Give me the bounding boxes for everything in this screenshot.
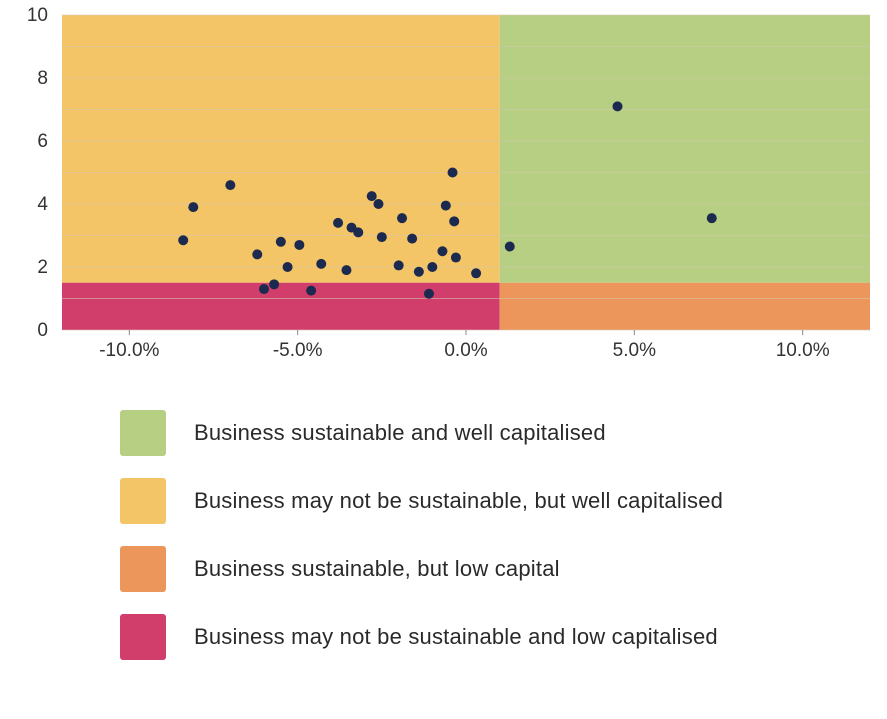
data-point	[424, 289, 434, 299]
x-tick-label: 0.0%	[444, 340, 487, 361]
data-point	[283, 262, 293, 272]
data-point	[613, 101, 623, 111]
legend-swatch	[120, 614, 166, 660]
data-point	[437, 246, 447, 256]
legend-item: Business may not be sustainable, but wel…	[120, 478, 723, 524]
y-tick-label: 4	[37, 194, 48, 215]
x-tick-label: 10.0%	[776, 340, 830, 361]
data-point	[178, 235, 188, 245]
data-point	[707, 213, 717, 223]
legend-label: Business may not be sustainable and low …	[194, 624, 718, 650]
data-point	[373, 199, 383, 209]
legend-swatch	[120, 546, 166, 592]
data-point	[294, 240, 304, 250]
y-tick-label: 10	[27, 5, 48, 26]
x-tick-label: 5.0%	[613, 340, 656, 361]
data-point	[441, 201, 451, 211]
data-point	[367, 191, 377, 201]
data-point	[276, 237, 286, 247]
data-point	[353, 227, 363, 237]
x-tick-label: -5.0%	[273, 340, 323, 361]
data-point	[394, 260, 404, 270]
data-point	[188, 202, 198, 212]
data-point	[252, 249, 262, 259]
data-point	[377, 232, 387, 242]
page-root: 0 2 4 6 8 10 -10.0% -5.0% 0.0% 5.0% 10.0% Business…	[0, 0, 887, 719]
legend-item: Business may not be sustainable and low …	[120, 614, 723, 660]
scatter-chart: 0 2 4 6 8 10 -10.0% -5.0% 0.0% 5.0% 10.0%	[0, 0, 887, 380]
y-tick-label: 0	[37, 320, 48, 341]
data-point	[306, 286, 316, 296]
legend: Business sustainable and well capitalise…	[120, 410, 723, 682]
data-point	[471, 268, 481, 278]
data-point	[269, 279, 279, 289]
legend-label: Business sustainable, but low capital	[194, 556, 560, 582]
y-tick-label: 2	[37, 257, 48, 278]
data-point	[333, 218, 343, 228]
data-point	[259, 284, 269, 294]
x-tick-label: -10.0%	[99, 340, 159, 361]
data-point	[449, 216, 459, 226]
data-point	[316, 259, 326, 269]
data-point	[448, 168, 458, 178]
legend-item: Business sustainable, but low capital	[120, 546, 723, 592]
legend-item: Business sustainable and well capitalise…	[120, 410, 723, 456]
data-point	[427, 262, 437, 272]
data-point	[407, 234, 417, 244]
legend-swatch	[120, 410, 166, 456]
data-point	[397, 213, 407, 223]
y-tick-label: 8	[37, 68, 48, 89]
y-tick-label: 6	[37, 131, 48, 152]
data-point	[414, 267, 424, 277]
legend-label: Business may not be sustainable, but wel…	[194, 488, 723, 514]
chart-svg: 0 2 4 6 8 10 -10.0% -5.0% 0.0% 5.0% 10.0%	[0, 0, 887, 380]
legend-label: Business sustainable and well capitalise…	[194, 420, 606, 446]
data-point	[505, 242, 515, 252]
legend-swatch	[120, 478, 166, 524]
data-point	[451, 253, 461, 263]
data-point	[341, 265, 351, 275]
data-point	[225, 180, 235, 190]
